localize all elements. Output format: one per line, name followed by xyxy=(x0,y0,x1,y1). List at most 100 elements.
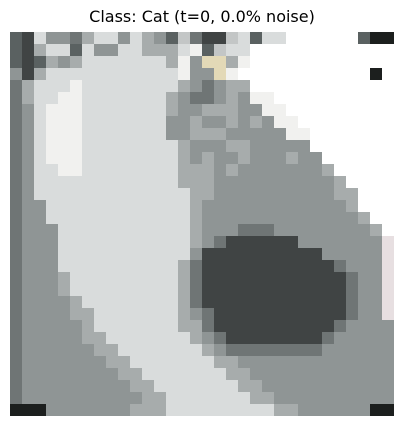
image-pixel xyxy=(154,212,166,224)
image-pixel xyxy=(10,356,22,368)
image-pixel xyxy=(154,260,166,272)
image-pixel xyxy=(130,140,142,152)
image-pixel xyxy=(10,284,22,296)
image-pixel xyxy=(238,224,250,236)
image-pixel xyxy=(298,332,310,344)
image-pixel xyxy=(70,164,82,176)
image-pixel xyxy=(286,200,298,212)
image-pixel xyxy=(370,248,382,260)
image-pixel xyxy=(370,332,382,344)
image-pixel xyxy=(334,404,346,416)
image-pixel xyxy=(130,320,142,332)
image-pixel xyxy=(82,332,94,344)
image-pixel xyxy=(58,152,70,164)
image-pixel xyxy=(262,164,274,176)
image-pixel xyxy=(346,260,358,272)
image-pixel xyxy=(94,296,106,308)
image-pixel xyxy=(142,284,154,296)
image-pixel xyxy=(250,152,262,164)
image-pixel xyxy=(82,260,94,272)
image-pixel xyxy=(166,248,178,260)
image-pixel xyxy=(118,176,130,188)
image-pixel xyxy=(202,116,214,128)
image-pixel xyxy=(250,200,262,212)
image-pixel xyxy=(94,188,106,200)
image-pixel xyxy=(214,176,226,188)
image-pixel xyxy=(358,224,370,236)
image-pixel xyxy=(130,308,142,320)
image-pixel xyxy=(250,284,262,296)
image-pixel xyxy=(142,152,154,164)
image-pixel xyxy=(202,188,214,200)
image-pixel xyxy=(142,404,154,416)
image-pixel xyxy=(214,188,226,200)
image-pixel xyxy=(154,392,166,404)
image-pixel xyxy=(262,32,274,44)
image-pixel xyxy=(190,392,202,404)
image-pixel xyxy=(70,332,82,344)
image-pixel xyxy=(214,404,226,416)
image-pixel xyxy=(382,200,394,212)
image-pixel xyxy=(46,92,58,104)
image-pixel xyxy=(22,272,34,284)
image-pixel xyxy=(286,68,298,80)
image-pixel xyxy=(94,320,106,332)
image-pixel xyxy=(310,308,322,320)
image-pixel xyxy=(226,344,238,356)
image-pixel xyxy=(190,344,202,356)
image-pixel xyxy=(202,392,214,404)
image-pixel xyxy=(202,104,214,116)
image-pixel xyxy=(202,308,214,320)
image-pixel xyxy=(310,56,322,68)
image-pixel xyxy=(358,176,370,188)
image-pixel xyxy=(58,332,70,344)
image-pixel xyxy=(286,128,298,140)
image-pixel xyxy=(22,116,34,128)
image-pixel xyxy=(370,56,382,68)
image-pixel xyxy=(202,224,214,236)
image-pixel xyxy=(34,284,46,296)
image-pixel xyxy=(10,140,22,152)
image-pixel xyxy=(238,368,250,380)
image-pixel xyxy=(178,392,190,404)
image-pixel xyxy=(46,68,58,80)
image-pixel xyxy=(118,92,130,104)
image-pixel xyxy=(118,56,130,68)
image-pixel xyxy=(214,104,226,116)
image-pixel xyxy=(130,92,142,104)
image-pixel xyxy=(142,308,154,320)
image-pixel xyxy=(226,236,238,248)
image-pixel xyxy=(214,344,226,356)
image-pixel xyxy=(34,344,46,356)
image-pixel xyxy=(274,392,286,404)
image-pixel xyxy=(118,140,130,152)
image-pixel xyxy=(226,128,238,140)
image-pixel xyxy=(130,392,142,404)
image-pixel xyxy=(358,68,370,80)
image-pixel xyxy=(82,272,94,284)
image-pixel xyxy=(322,284,334,296)
image-pixel xyxy=(22,200,34,212)
image-pixel xyxy=(190,68,202,80)
image-pixel xyxy=(298,200,310,212)
image-pixel xyxy=(226,392,238,404)
image-pixel xyxy=(358,332,370,344)
image-pixel xyxy=(286,380,298,392)
image-pixel xyxy=(346,56,358,68)
image-pixel xyxy=(22,380,34,392)
image-pixel xyxy=(226,332,238,344)
image-pixel xyxy=(274,188,286,200)
image-pixel xyxy=(190,308,202,320)
image-pixel xyxy=(322,80,334,92)
image-pixel xyxy=(346,44,358,56)
image-pixel xyxy=(250,308,262,320)
image-pixel xyxy=(358,368,370,380)
image-pixel xyxy=(10,188,22,200)
image-pixel xyxy=(250,56,262,68)
image-pixel xyxy=(94,164,106,176)
image-pixel xyxy=(262,140,274,152)
image-pixel xyxy=(322,368,334,380)
image-pixel xyxy=(382,392,394,404)
image-pixel xyxy=(70,200,82,212)
image-pixel xyxy=(274,128,286,140)
